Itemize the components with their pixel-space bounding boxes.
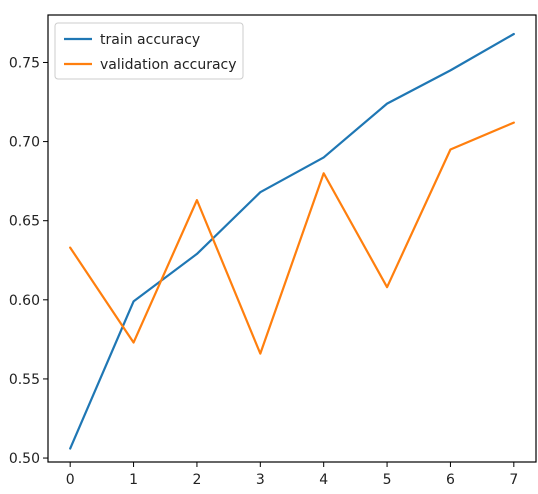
series-line-train-accuracy <box>69 32 515 450</box>
legend-label-train-accuracy: train accuracy <box>100 32 200 48</box>
y-axis: 0.50 0.55 0.60 0.65 0.70 0.75 <box>9 55 48 467</box>
x-tick-label-0: 0 <box>66 472 75 488</box>
y-tick-label-0-65: 0.65 <box>9 214 40 230</box>
x-tick-label-2: 2 <box>192 472 201 488</box>
legend-label-validation-accuracy: validation accuracy <box>100 57 237 73</box>
x-tick-label-6: 6 <box>446 472 455 488</box>
y-tick-label-0-75: 0.75 <box>9 55 40 71</box>
x-tick-label-5: 5 <box>383 472 392 488</box>
x-tick-label-1: 1 <box>129 472 138 488</box>
x-tick-label-3: 3 <box>256 472 265 488</box>
x-axis: 0 1 2 3 4 5 6 7 <box>66 462 518 488</box>
x-tick-label-4: 4 <box>319 472 328 488</box>
y-tick-label-0-55: 0.55 <box>9 372 40 388</box>
series-layer <box>69 32 515 450</box>
y-tick-label-0-60: 0.60 <box>9 293 40 309</box>
plot-area-frame <box>47 14 537 463</box>
legend: train accuracy validation accuracy <box>54 22 244 80</box>
x-tick-label-7: 7 <box>509 472 518 488</box>
y-tick-label-0-50: 0.50 <box>9 451 40 467</box>
y-tick-label-0-70: 0.70 <box>9 135 40 151</box>
series-line-validation-accuracy <box>69 121 515 355</box>
legend-box <box>54 22 244 80</box>
